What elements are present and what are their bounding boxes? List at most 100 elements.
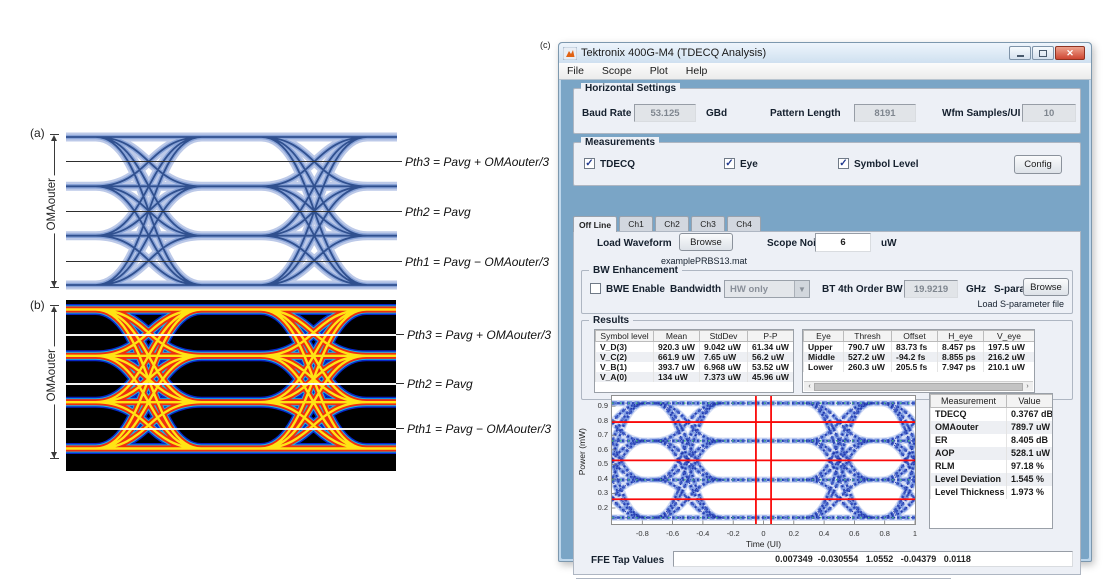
minimize-button[interactable] [1009,46,1031,60]
table-cell: V_B(1) [595,362,654,372]
scroll-right-icon[interactable]: › [1026,383,1029,390]
table-header-cell: Offset [891,330,938,342]
titlebar[interactable]: Tektronix 400G-M4 (TDECQ Analysis) ✕ [559,43,1091,63]
table-cell: AOP [930,446,1007,460]
table-cell: 920.3 uW [653,341,700,352]
eye-table-scrollbar[interactable]: ‹ › [804,381,1033,391]
table-row: Upper 790.7 uW 83.73 fs 8.457 ps 197.5 uW [803,341,1034,352]
s-parameter-browse-button[interactable]: Browse [1023,278,1069,296]
oma-b-arrow-head-bottom [51,452,57,458]
bt-bw-unit: GHz [966,284,986,295]
symbol-level-checkbox[interactable] [838,158,849,169]
table-cell: 45.96 uW [747,372,793,382]
config-button[interactable]: Config [1014,155,1062,174]
baud-rate-field[interactable]: 53.125 [634,104,696,122]
tab-ch4[interactable]: Ch4 [727,216,761,231]
bandwidth-dropdown[interactable]: HW only ▼ [724,280,810,298]
oma-arrow-cap-bottom [50,287,59,289]
tab-ch1[interactable]: Ch1 [619,216,653,231]
panel-a-tag: (a) [30,126,45,140]
ffe-tap-values-label: FFE Tap Values [591,555,665,566]
table-cell: 8.457 ps [937,341,984,352]
tdecq-checkbox-label: TDECQ [600,159,635,170]
menu-help[interactable]: Help [685,65,708,77]
table-cell: 8.855 ps [937,352,984,362]
table-row: V_C(2) 661.9 uW 7.65 uW 56.2 uW [595,352,793,362]
y-tick-label: 0.7 [597,430,608,440]
y-tick-label: 0.6 [597,444,608,454]
menu-plot[interactable]: Plot [649,65,668,77]
table-cell: 661.9 uW [653,352,700,362]
table-cell: ER [930,433,1007,447]
y-tick-label: 0.4 [597,473,608,483]
table-cell: Upper [803,341,844,352]
x-tick-label: 0 [761,529,766,538]
tab-ch3[interactable]: Ch3 [691,216,725,231]
table-row: AOP 528.1 uW [930,446,1052,460]
s-parameter-note: Load S-parameter file [977,299,1064,309]
table-row: Lower 260.3 uW 205.5 fs 7.947 ps 210.1 uW [803,362,1034,372]
table-cell: 8.405 dB [1006,433,1052,447]
measurements-group: Measurements TDECQ Eye Symbol Level Conf… [573,137,1081,186]
maximize-button[interactable] [1032,46,1054,60]
threshold-b-label-pth2: Pth2 = Pavg [407,377,473,391]
table-cell: 393.7 uW [653,362,700,372]
window-title: Tektronix 400G-M4 (TDECQ Analysis) [581,47,767,59]
eye-checkbox-label: Eye [740,159,758,170]
eye-checkbox[interactable] [724,158,735,169]
y-tick-label: 0.5 [597,459,608,469]
table-cell: 790.7 uW [843,341,892,352]
load-waveform-browse-button[interactable]: Browse [679,233,733,251]
symbol-level-checkbox-label: Symbol Level [854,159,919,170]
table-cell: 61.34 uW [747,341,793,352]
table-cell: 789.7 uW [1006,420,1052,434]
loaded-file-name: examplePRBS13.mat [661,256,748,266]
tdecq-checkbox[interactable] [584,158,595,169]
threshold-line-pth1 [66,261,402,263]
table-cell: Middle [803,352,844,362]
table-cell: 205.5 fs [891,362,938,372]
menu-scope[interactable]: Scope [601,65,632,77]
scroll-left-icon[interactable]: ‹ [808,383,811,390]
threshold-line-pth2 [66,211,402,213]
maximize-icon [1039,49,1047,57]
plot-x-axis-ticks: -0.8 -0.6 -0.4 -0.2 0 0.2 0.4 0.6 0.8 1 [611,529,917,539]
table-cell: V_D(3) [595,341,654,352]
close-button[interactable]: ✕ [1055,46,1085,60]
menu-file[interactable]: File [567,65,584,77]
pattern-length-field[interactable]: 8191 [854,104,916,122]
table-cell: 197.5 uW [983,341,1034,352]
tab-ch2[interactable]: Ch2 [655,216,689,231]
bw-enhancement-title: BW Enhancement [589,265,683,276]
table-cell: 134 uW [653,372,700,382]
scrollbar-thumb[interactable] [814,383,1023,391]
table-cell: 7.947 ps [937,362,984,372]
chevron-down-icon[interactable]: ▼ [794,281,809,297]
pattern-length-label: Pattern Length [770,108,841,119]
table-cell: 9.042 uW [699,341,748,352]
x-tick-label: -0.4 [696,529,710,538]
tab-off-line[interactable]: Off Line [573,216,617,232]
table-row: RLM 97.18 % [930,459,1052,473]
table-cell: -94.2 fs [891,352,938,362]
scope-noise-field[interactable]: 6 [815,233,871,252]
y-tick-label: 0.2 [597,503,608,512]
eye-table: Eye Thresh Offset H_eye V_eye Upper 790.7 uW 83… [802,329,1035,393]
ffe-tap-values-field[interactable]: 0.007349 -0.030554 1.0552 -0.04379 0.011… [673,551,1073,567]
table-row: V_D(3) 920.3 uW 9.042 uW 61.34 uW [595,341,793,352]
pam4-eye-diagram-heatmap [66,300,396,471]
x-tick-label: -0.8 [635,529,649,538]
pam4-eye-diagram-simulated [66,132,397,295]
y-tick-label: 0.9 [597,401,608,411]
wfm-samples-field[interactable]: 10 [1022,104,1076,122]
table-cell: OMAouter [930,420,1007,434]
table-cell: 56.2 uW [747,352,793,362]
threshold-label-pth2: Pth2 = Pavg [405,205,471,219]
plot-x-axis-label: Time (UI) [745,539,782,549]
bwe-enable-checkbox[interactable] [590,283,601,294]
window-body: Horizontal Settings Baud Rate 53.125 GBd… [561,80,1089,579]
bwe-enable-label: BWE Enable [606,284,665,295]
table-cell: 527.2 uW [843,352,892,362]
bt-4th-order-bw-field[interactable]: 19.9219 [904,280,958,298]
oma-arrow-head-bottom [51,281,57,287]
